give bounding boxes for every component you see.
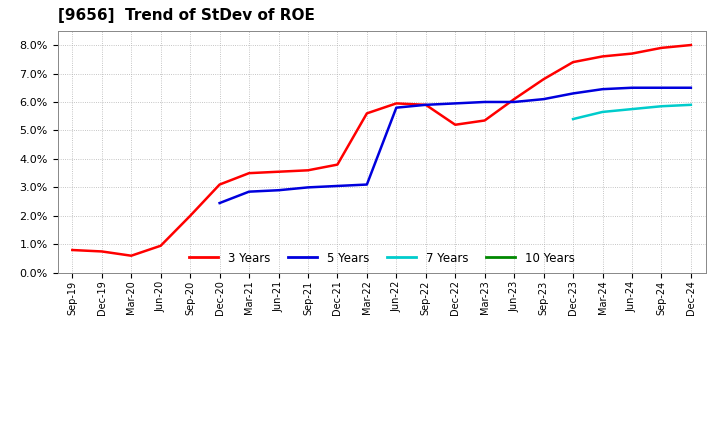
Legend: 3 Years, 5 Years, 7 Years, 10 Years: 3 Years, 5 Years, 7 Years, 10 Years	[184, 247, 580, 269]
Text: [9656]  Trend of StDev of ROE: [9656] Trend of StDev of ROE	[58, 7, 315, 23]
